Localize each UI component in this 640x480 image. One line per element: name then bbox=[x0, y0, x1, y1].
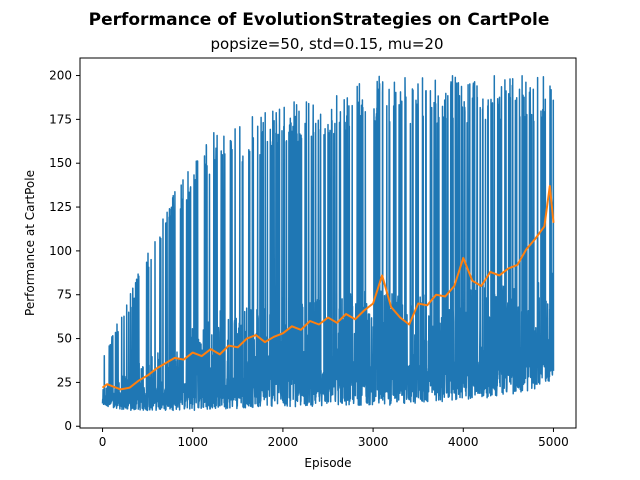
y-tick-label: 100 bbox=[49, 244, 72, 258]
x-tick-label: 2000 bbox=[268, 435, 299, 449]
y-tick-label: 50 bbox=[57, 332, 72, 346]
y-axis-label: Performance at CartPole bbox=[23, 170, 37, 316]
x-axis-label: Episode bbox=[304, 456, 351, 470]
x-tick-label: 1000 bbox=[177, 435, 208, 449]
x-tick-label: 0 bbox=[99, 435, 107, 449]
x-tick-label: 4000 bbox=[448, 435, 479, 449]
y-tick-label: 175 bbox=[49, 112, 72, 126]
x-axis: 0 1000 2000 3000 4000 5000 bbox=[99, 428, 569, 449]
series-line-raw bbox=[101, 74, 555, 412]
series-smoothed-performance bbox=[101, 185, 555, 391]
x-tick-label: 3000 bbox=[358, 435, 389, 449]
series-raw-performance bbox=[101, 74, 555, 412]
y-tick-label: 0 bbox=[64, 419, 72, 433]
y-axis: 0 25 50 75 100 125 150 175 200 bbox=[49, 69, 80, 433]
y-tick-label: 200 bbox=[49, 69, 72, 83]
y-tick-label: 125 bbox=[49, 200, 72, 214]
series-line-smoothed bbox=[101, 185, 555, 391]
y-tick-label: 75 bbox=[57, 288, 72, 302]
x-tick-label: 5000 bbox=[538, 435, 569, 449]
chart-title: Performance of EvolutionStrategies on Ca… bbox=[89, 10, 550, 30]
y-tick-label: 25 bbox=[57, 375, 72, 389]
y-tick-label: 150 bbox=[49, 156, 72, 170]
chart-subtitle: popsize=50, std=0.15, mu=20 bbox=[211, 35, 444, 53]
plot-area-frame bbox=[79, 57, 577, 429]
